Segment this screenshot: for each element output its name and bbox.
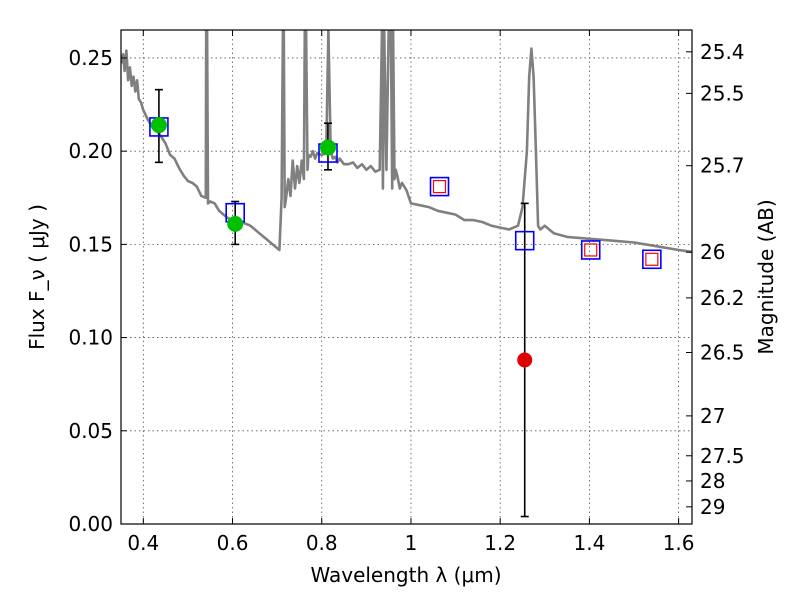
markers-layer	[149, 88, 662, 518]
model-photometry-square	[642, 249, 662, 270]
right-tick-label: 26	[700, 240, 725, 264]
upper-band-square	[645, 252, 659, 266]
y-tick-label: 0.10	[68, 326, 113, 350]
right-tick-label: 25.7	[700, 154, 745, 178]
x-axis-title: Wavelength λ (μm)	[310, 563, 501, 587]
x-tick-label: 1.6	[663, 531, 695, 555]
model-photometry-square	[514, 230, 535, 251]
y-tick-label: 0.25	[68, 46, 113, 70]
upper-band-square	[432, 179, 447, 194]
x-tick-label: 0.8	[306, 531, 338, 555]
y-tick-label: 0.05	[68, 419, 113, 443]
x-tick-label: 0.4	[127, 531, 159, 555]
right-tick-label: 26.2	[700, 286, 745, 310]
y-tick-label: 0.20	[68, 139, 113, 163]
detection-point	[227, 215, 244, 232]
x-tick-label: 1	[405, 531, 418, 555]
model-spectrum-line	[121, 30, 692, 254]
right-tick-label: 27.5	[700, 444, 745, 468]
right-tick-label: 27	[700, 404, 725, 428]
right-tick-label: 29	[700, 495, 725, 519]
detection-point	[319, 139, 336, 156]
x-tick-label: 1.2	[484, 531, 516, 555]
right-tick-label: 25.5	[700, 81, 745, 105]
y-right-axis-title: Magnitude (AB)	[754, 199, 778, 354]
plot-background	[121, 30, 692, 524]
model-photometry-square	[429, 176, 450, 197]
upper-band-square	[584, 243, 598, 257]
detection-point	[150, 117, 167, 134]
plot-frame	[120, 29, 693, 525]
y-tick-label: 0.00	[68, 512, 113, 536]
y-axis-title: Flux F_ν ( μJy )	[25, 204, 49, 350]
ticks-layer: 0.4 0.6 0.8 1 1.2 1.4 1.6 0.00 0.05 0.10 0.15 0.20 0…	[68, 30, 745, 555]
model-photometry-square	[580, 240, 601, 260]
y-tick-label: 0.15	[68, 232, 113, 256]
x-tick-label: 0.6	[217, 531, 249, 555]
x-tick-label: 1.4	[573, 531, 605, 555]
low-snr-point	[517, 352, 533, 368]
right-tick-label: 28	[700, 469, 725, 493]
model-spectrum-layer	[121, 30, 692, 254]
right-tick-label: 25.4	[700, 40, 745, 64]
right-tick-label: 26.5	[700, 340, 745, 364]
